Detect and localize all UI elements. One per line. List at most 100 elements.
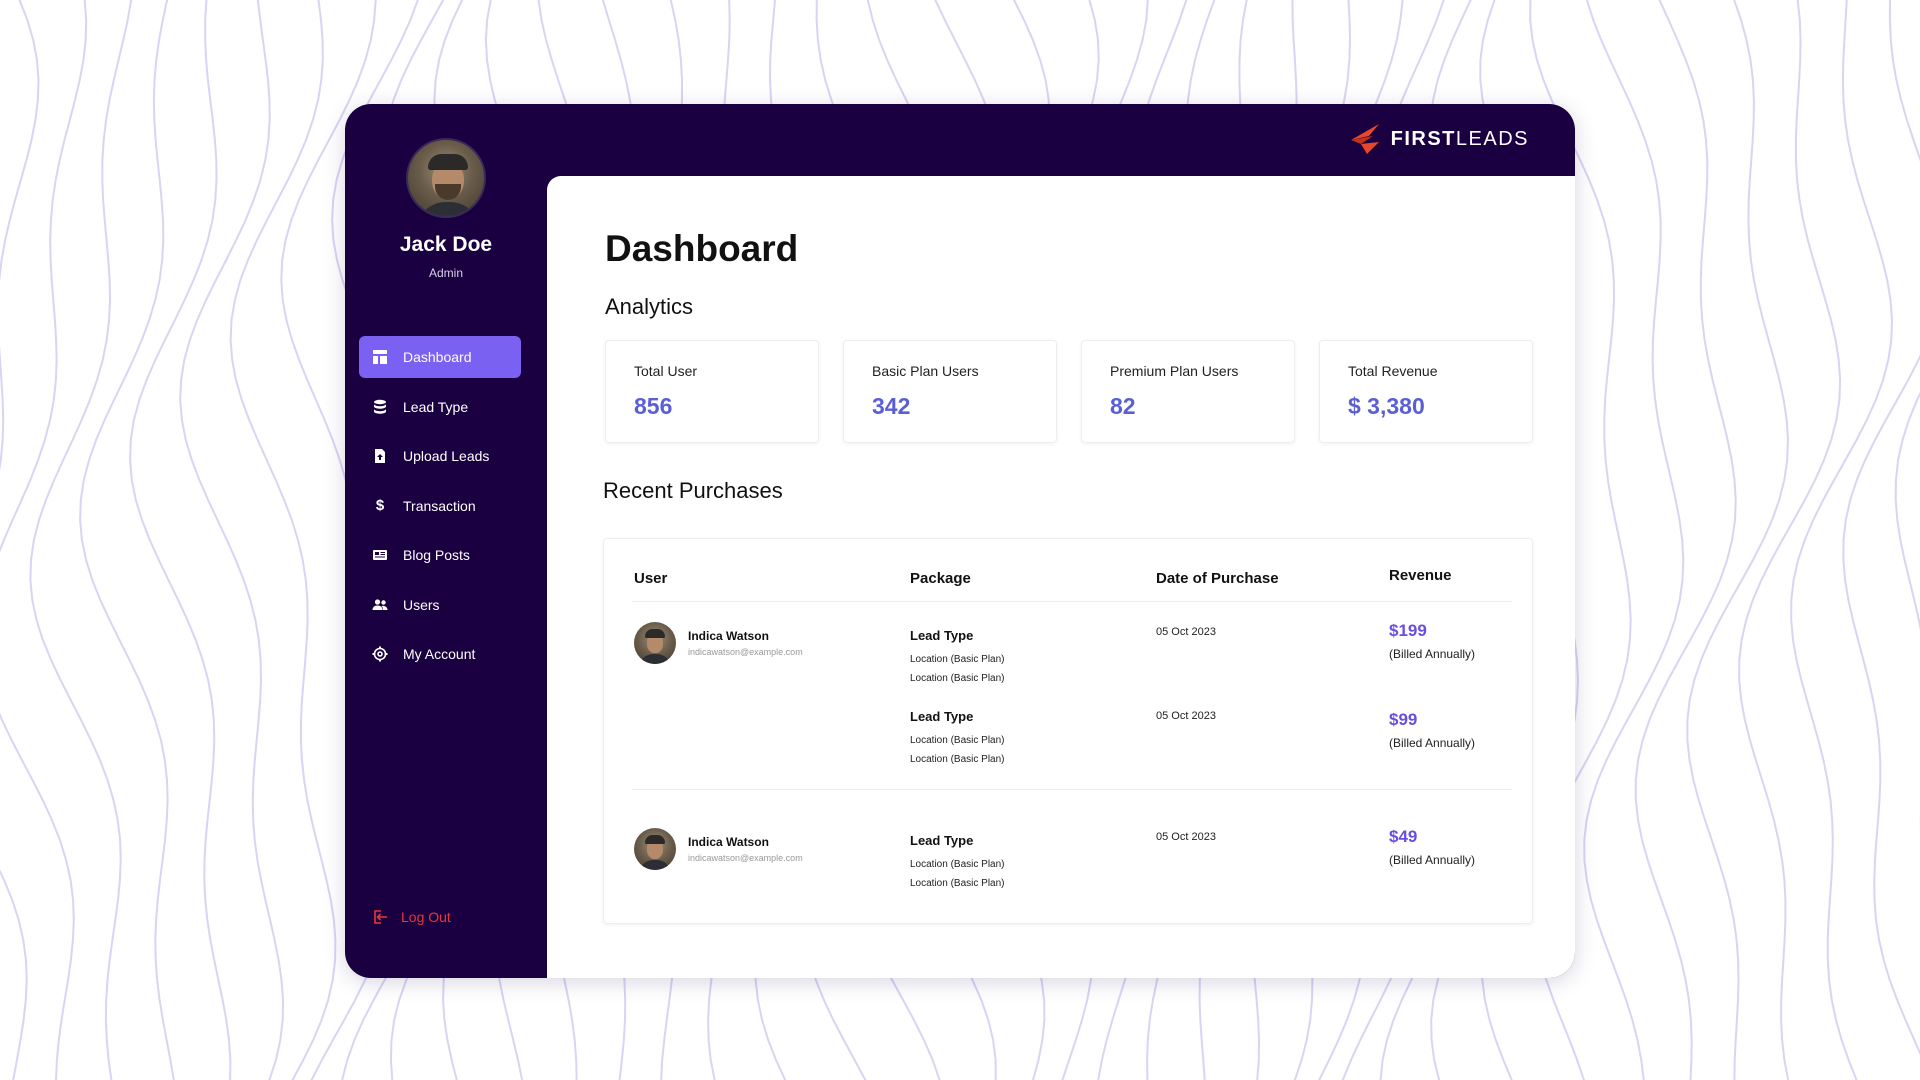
- avatar: [634, 828, 676, 870]
- sidebar-item-label: Transaction: [403, 497, 476, 514]
- package-line: Location (Basic Plan): [910, 859, 1005, 870]
- user-email: indicawatson@example.com: [688, 853, 803, 863]
- logout-label: Log Out: [401, 909, 451, 925]
- dashboard-icon: [371, 348, 389, 366]
- background-wave-line: [179, 0, 285, 1080]
- page-title: Dashboard: [605, 228, 799, 269]
- stat-label: Total Revenue: [1348, 363, 1438, 379]
- main-content: Dashboard Analytics Total User 856 Basic…: [547, 176, 1575, 978]
- package-cell: Lead Type Location (Basic Plan) Location…: [910, 628, 1005, 692]
- revenue-cell: $199 (Billed Annually): [1389, 621, 1475, 661]
- billing-note: (Billed Annually): [1389, 736, 1476, 750]
- background-wave-line: [79, 0, 175, 1080]
- background-wave-line: [129, 0, 232, 1080]
- sidebar-item-label: Blog Posts: [403, 547, 470, 563]
- sidebar-item-transaction[interactable]: $ Transaction: [359, 485, 521, 527]
- sidebar-item-upload-leads[interactable]: Upload Leads: [359, 435, 521, 477]
- brand-name: FIRSTLEADS: [1391, 128, 1529, 151]
- background-wave-line: [1634, 0, 1737, 1080]
- background-wave-line: [1738, 0, 1842, 1080]
- sidebar: Jack Doe Admin Dashboard Lead Type Uploa…: [345, 104, 547, 978]
- sidebar-item-users[interactable]: Users: [359, 584, 521, 626]
- recent-purchases-table: User Package Date of Purchase Revenue In…: [603, 538, 1533, 924]
- newspaper-icon: [371, 546, 389, 564]
- stat-label: Basic Plan Users: [872, 363, 979, 379]
- column-header-package: Package: [910, 570, 971, 587]
- app-window: Jack Doe Admin Dashboard Lead Type Uploa…: [345, 104, 1575, 978]
- column-header-revenue: Revenue: [1389, 567, 1452, 584]
- analytics-heading: Analytics: [605, 294, 694, 319]
- brand-name-first: FIRST: [1390, 127, 1456, 150]
- package-line: Location (Basic Plan): [910, 673, 1005, 684]
- background-wave-line: [1842, 0, 1920, 1056]
- dollar-icon: $: [375, 497, 385, 514]
- revenue-cell: $49 (Billed Annually): [1389, 827, 1475, 867]
- user-name: Indica Watson: [688, 835, 769, 849]
- recent-purchases-heading: Recent Purchases: [603, 478, 783, 503]
- sidebar-item-lead-type[interactable]: Lead Type: [359, 386, 521, 428]
- billing-note: (Billed Annually): [1389, 647, 1476, 661]
- logout-button[interactable]: Log Out: [371, 908, 451, 926]
- package-line: Location (Basic Plan): [910, 654, 1005, 665]
- avatar: [634, 622, 676, 664]
- background-wave-line: [1583, 0, 1685, 1080]
- sidebar-nav: Dashboard Lead Type Upload Leads $ Trans…: [359, 336, 521, 683]
- background-wave-line: [0, 0, 40, 1080]
- sidebar-item-label: Users: [403, 596, 440, 613]
- sidebar-item-label: Upload Leads: [403, 448, 490, 464]
- purchase-date: 05 Oct 2023: [1156, 710, 1216, 722]
- purchase-date: 05 Oct 2023: [1156, 626, 1216, 638]
- stat-card-total-user: Total User 856: [605, 340, 819, 443]
- stat-value: $ 3,380: [1348, 393, 1425, 419]
- package-title: Lead Type: [910, 628, 974, 643]
- sidebar-item-label: Lead Type: [403, 398, 469, 415]
- revenue-amount: $99: [1389, 710, 1418, 729]
- stat-card-total-revenue: Total Revenue $ 3,380: [1319, 340, 1533, 443]
- background-wave-line: [1894, 391, 1920, 831]
- stat-label: Total User: [634, 363, 698, 379]
- users-icon: [371, 596, 389, 614]
- table-row-user[interactable]: Indica Watson indicawatson@example.com: [634, 828, 803, 870]
- column-header-date: Date of Purchase: [1156, 570, 1279, 587]
- user-email: indicawatson@example.com: [688, 647, 803, 657]
- background-wave-line: [1686, 0, 1790, 1080]
- revenue-amount: $199: [1389, 621, 1427, 640]
- revenue-cell: $99 (Billed Annually): [1389, 710, 1475, 750]
- gear-icon: [371, 645, 389, 663]
- purchase-date: 05 Oct 2023: [1156, 831, 1216, 843]
- sidebar-item-dashboard[interactable]: Dashboard: [359, 336, 521, 378]
- sidebar-item-blog-posts[interactable]: Blog Posts: [359, 534, 521, 576]
- stat-card-premium-plan-users: Premium Plan Users 82: [1081, 340, 1295, 443]
- profile-avatar[interactable]: [406, 138, 486, 218]
- stat-value: 856: [634, 393, 673, 419]
- stat-card-basic-plan-users: Basic Plan Users 342: [843, 340, 1057, 443]
- background-wave-line: [1790, 0, 1894, 1080]
- sidebar-item-my-account[interactable]: My Account: [359, 633, 521, 675]
- package-line: Location (Basic Plan): [910, 754, 1005, 765]
- sidebar-item-label: My Account: [403, 646, 476, 662]
- package-cell: Lead Type Location (Basic Plan) Location…: [910, 833, 1005, 897]
- brand-name-second: LEADS: [1455, 127, 1529, 150]
- user-name: Indica Watson: [688, 629, 769, 643]
- brand-logo[interactable]: FIRSTLEADS: [1349, 122, 1529, 156]
- package-title: Lead Type: [910, 709, 974, 724]
- background-wave-line: [0, 0, 88, 1080]
- package-cell: Lead Type Location (Basic Plan) Location…: [910, 709, 1005, 773]
- analytics-cards: Total User 856 Basic Plan Users 342 Prem…: [605, 340, 1533, 443]
- firstleads-logo-icon: [1350, 124, 1379, 154]
- billing-note: (Billed Annually): [1389, 853, 1476, 867]
- stat-label: Premium Plan Users: [1110, 363, 1239, 379]
- logout-icon: [371, 908, 389, 926]
- stat-value: 82: [1110, 393, 1136, 419]
- background-wave-line: [29, 0, 133, 1080]
- package-line: Location (Basic Plan): [910, 735, 1005, 746]
- stat-value: 342: [872, 393, 911, 419]
- table-row-user[interactable]: Indica Watson indicawatson@example.com: [634, 622, 803, 664]
- row-divider: [632, 789, 1512, 790]
- upload-file-icon: [371, 447, 389, 465]
- profile-role: Admin: [428, 266, 463, 280]
- sidebar-item-label: Dashboard: [403, 349, 472, 365]
- revenue-amount: $49: [1389, 827, 1418, 846]
- package-line: Location (Basic Plan): [910, 878, 1005, 889]
- database-icon: [371, 398, 389, 416]
